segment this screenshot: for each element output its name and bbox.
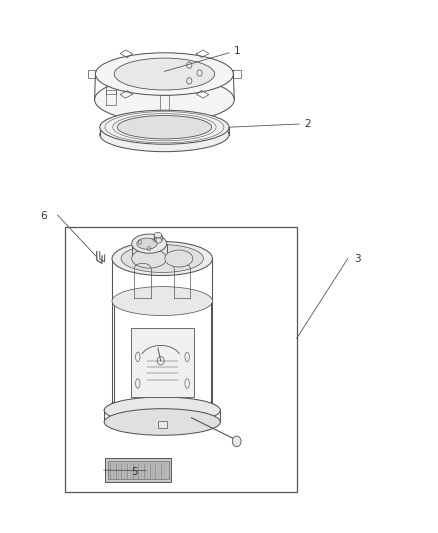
Ellipse shape bbox=[104, 397, 220, 424]
Ellipse shape bbox=[104, 409, 220, 435]
Ellipse shape bbox=[112, 241, 212, 276]
Bar bbox=[108, 461, 169, 479]
Bar bbox=[106, 458, 171, 482]
Ellipse shape bbox=[95, 53, 233, 95]
Text: 1: 1 bbox=[234, 46, 241, 56]
Ellipse shape bbox=[165, 250, 193, 267]
Ellipse shape bbox=[100, 110, 229, 144]
Ellipse shape bbox=[137, 238, 157, 249]
Bar bbox=[158, 422, 166, 429]
Ellipse shape bbox=[117, 116, 212, 139]
Ellipse shape bbox=[100, 118, 229, 152]
Bar bbox=[65, 227, 297, 492]
Ellipse shape bbox=[154, 232, 162, 238]
Ellipse shape bbox=[95, 77, 234, 122]
Ellipse shape bbox=[132, 249, 166, 268]
Text: 3: 3 bbox=[354, 254, 361, 263]
Ellipse shape bbox=[121, 245, 203, 272]
Ellipse shape bbox=[132, 234, 166, 253]
Ellipse shape bbox=[112, 287, 212, 316]
Text: 2: 2 bbox=[304, 119, 311, 129]
Bar bbox=[131, 328, 194, 397]
Ellipse shape bbox=[154, 238, 162, 243]
Circle shape bbox=[232, 436, 241, 447]
Text: 5: 5 bbox=[131, 467, 138, 477]
Text: 6: 6 bbox=[40, 211, 46, 221]
Ellipse shape bbox=[114, 58, 215, 90]
